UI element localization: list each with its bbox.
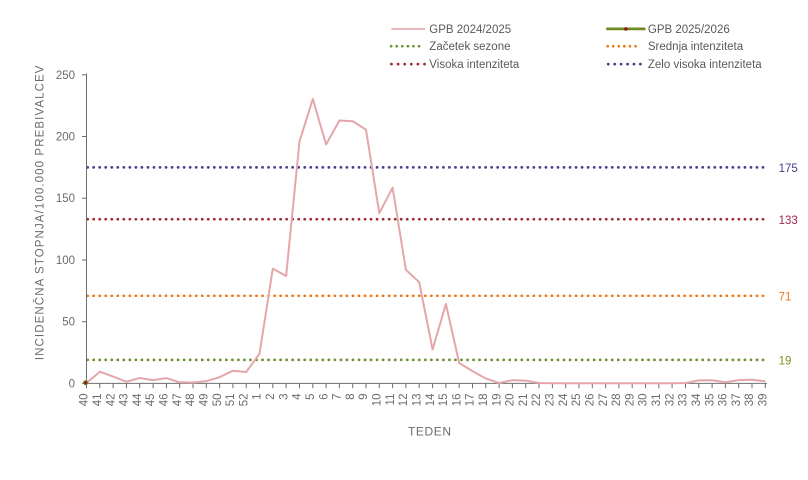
svg-text:39: 39 [758,394,770,407]
svg-text:Visoka intenziteta: Visoka intenziteta [429,59,520,71]
svg-text:19: 19 [779,356,792,368]
svg-text:49: 49 [199,394,211,407]
svg-text:32: 32 [664,394,676,407]
svg-text:20: 20 [505,394,517,407]
svg-text:250: 250 [56,70,75,82]
svg-text:46: 46 [159,394,171,407]
svg-text:44: 44 [132,393,144,406]
svg-text:14: 14 [425,393,437,406]
svg-text:28: 28 [611,394,623,407]
svg-text:Srednja intenziteta: Srednja intenziteta [648,41,744,53]
svg-text:41: 41 [92,394,104,407]
svg-text:35: 35 [704,394,716,407]
svg-text:4: 4 [292,393,304,400]
svg-text:50: 50 [62,317,75,329]
svg-text:7: 7 [332,394,344,400]
svg-text:24: 24 [558,393,570,406]
svg-text:26: 26 [585,394,597,407]
svg-text:13: 13 [411,394,423,407]
svg-text:GPB 2025/2026: GPB 2025/2026 [648,24,730,36]
svg-text:30: 30 [638,394,650,407]
svg-text:17: 17 [465,394,477,407]
svg-text:200: 200 [56,132,75,144]
svg-text:43: 43 [119,394,131,407]
svg-text:5: 5 [305,394,317,400]
svg-text:21: 21 [518,394,530,407]
svg-text:29: 29 [624,394,636,407]
svg-text:6: 6 [318,394,330,400]
svg-text:15: 15 [438,394,450,407]
svg-text:10: 10 [372,394,384,407]
svg-text:48: 48 [185,394,197,407]
svg-text:25: 25 [571,394,583,407]
svg-text:27: 27 [598,394,610,407]
svg-text:31: 31 [651,394,663,407]
svg-text:50: 50 [212,394,224,407]
svg-text:71: 71 [779,291,792,303]
svg-text:2: 2 [265,394,277,400]
svg-text:37: 37 [731,394,743,407]
svg-text:36: 36 [718,394,730,407]
svg-text:19: 19 [491,394,503,407]
svg-text:175: 175 [779,163,798,175]
svg-text:150: 150 [56,193,75,205]
svg-text:11: 11 [385,394,397,406]
svg-text:51: 51 [225,394,237,407]
svg-text:9: 9 [358,394,370,400]
svg-text:22: 22 [531,394,543,407]
svg-text:100: 100 [56,255,75,267]
svg-text:12: 12 [398,394,410,407]
svg-text:3: 3 [278,394,290,400]
svg-text:40: 40 [79,394,91,407]
svg-text:47: 47 [172,394,184,407]
svg-text:18: 18 [478,394,490,407]
svg-text:Zelo visoka intenziteta: Zelo visoka intenziteta [648,59,762,71]
svg-text:GPB 2024/2025: GPB 2024/2025 [429,24,511,36]
svg-text:133: 133 [779,215,798,227]
svg-text:52: 52 [238,394,250,407]
svg-text:TEDEN: TEDEN [408,425,452,439]
svg-text:45: 45 [145,394,157,407]
svg-text:34: 34 [691,393,703,406]
svg-text:0: 0 [69,378,75,390]
svg-text:Začetek sezone: Začetek sezone [429,41,510,53]
svg-text:23: 23 [545,394,557,407]
svg-text:38: 38 [744,394,756,407]
svg-text:8: 8 [345,394,357,400]
svg-text:1: 1 [252,394,264,400]
svg-text:INCIDENČNA STOPNJA/100.000 PRE: INCIDENČNA STOPNJA/100.000 PREBIVALCEV [34,64,47,360]
svg-text:42: 42 [105,394,117,407]
svg-text:33: 33 [678,394,690,407]
svg-text:16: 16 [451,394,463,407]
